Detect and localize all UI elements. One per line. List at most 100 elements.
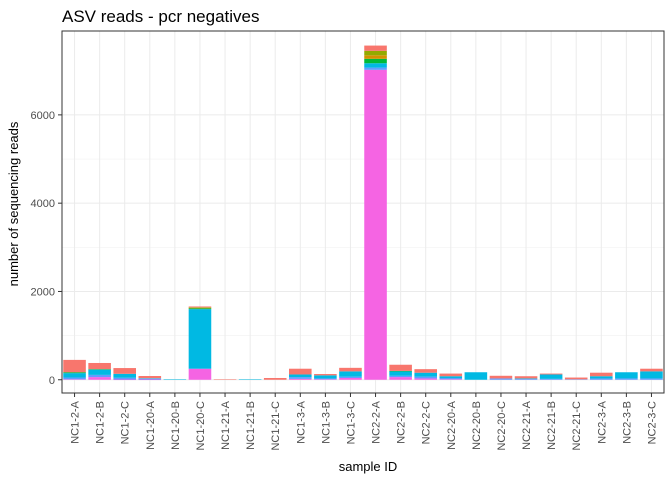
bar-segment-NC1-2-A-1 [63, 377, 86, 380]
chart-title: ASV reads - pcr negatives [62, 7, 259, 26]
bar-segment-NC1-20-B-2 [163, 379, 187, 380]
bar-segment-NC2-2-A-4 [364, 55, 387, 59]
bar-segment-NC2-2-B-3 [389, 370, 412, 372]
bar-segment-NC2-21-A-6 [514, 376, 538, 379]
bar-segment-NC2-2-C-6 [414, 369, 437, 373]
bar-segment-NC2-20-C-1 [489, 378, 513, 380]
bar-segment-NC2-3-A-1 [590, 378, 613, 380]
bar-segment-NC2-2-C-1 [414, 376, 437, 379]
bar-segment-NC2-2-A-3 [364, 58, 387, 64]
bar-segment-NC1-20-C-6 [188, 306, 212, 308]
bar-segment-NC1-3-B-0 [314, 379, 337, 380]
bar-segment-NC1-20-A-2 [138, 378, 162, 379]
bar-segment-NC1-2-C-2 [113, 373, 136, 378]
bar-segment-NC2-3-B-1 [615, 378, 638, 380]
bar-segment-NC1-2-B-3 [88, 369, 111, 370]
y-tick-label: 4000 [31, 198, 55, 210]
bar-segment-NC1-3-C-6 [339, 367, 362, 372]
bar-segment-NC1-21-C-6 [263, 377, 287, 380]
x-tick-label: NC2-3-C [646, 401, 658, 444]
bar-segment-NC2-3-C-1 [640, 378, 663, 380]
x-tick-label: NC1-20-B [170, 401, 182, 450]
bar-segment-NC1-3-B-6 [314, 374, 337, 376]
x-tick-label: NC1-21-C [270, 401, 282, 451]
bar-segment-NC1-3-A-0 [289, 378, 312, 380]
bar-segment-NC1-3-B-1 [314, 378, 337, 380]
y-axis: 0 2000 4000 6000 [31, 110, 62, 387]
bar-segment-NC1-3-A-6 [289, 368, 312, 375]
x-tick-label: NC1-21-B [245, 401, 257, 450]
x-tick-label: NC2-2-A [371, 400, 383, 443]
x-axis-title: sample ID [339, 459, 398, 474]
bar-segment-NC2-2-B-2 [389, 371, 412, 376]
bar-segment-NC2-2-A-0 [364, 69, 387, 380]
y-axis-title: number of sequencing reads [6, 121, 21, 286]
x-tick-label: NC2-21-B [546, 401, 558, 450]
bar-segment-NC1-3-C-2 [339, 371, 362, 377]
bar-segment-NC2-20-A-2 [439, 376, 463, 378]
bar-segment-NC1-2-B-1 [88, 374, 111, 378]
x-tick-label: NC2-21-A [521, 400, 533, 450]
plot-grid [62, 31, 664, 393]
bar-segment-NC1-2-C-6 [113, 368, 136, 374]
bar-segment-NC1-2-A-6 [63, 359, 86, 373]
bar-segment-NC2-2-A-1 [364, 67, 387, 70]
x-tick-label: NC1-3-B [320, 401, 332, 444]
x-tick-label: NC2-3-B [621, 401, 633, 444]
bar-segment-NC1-21-B-2 [238, 379, 262, 380]
y-tick-label: 6000 [31, 110, 55, 122]
bar-segment-NC2-21-B-2 [539, 374, 563, 379]
bar-segment-NC1-2-B-6 [88, 362, 111, 370]
bar-segment-NC2-20-C-6 [489, 375, 513, 379]
bar-segment-NC1-2-C-0 [113, 379, 136, 381]
bar-segment-NC1-20-A-6 [138, 376, 162, 379]
bar-segment-NC2-20-A-6 [439, 373, 463, 377]
y-tick-label: 2000 [31, 286, 55, 298]
bar-segment-NC1-20-C-5 [188, 307, 212, 308]
bar-segment-NC2-2-B-0 [389, 377, 412, 380]
x-tick-label: NC2-20-B [471, 401, 483, 450]
bar-segment-NC1-20-A-1 [138, 378, 162, 380]
bar-segment-NC2-2-A-2 [364, 63, 387, 68]
x-axis: NC1-2-A NC1-2-B NC1-2-C NC1-20-A NC1-20-B NC1… [70, 393, 658, 451]
bar-segment-NC1-3-C-1 [339, 376, 362, 378]
x-tick-label: NC1-20-C [195, 401, 207, 451]
bar-segment-NC2-2-C-2 [414, 372, 437, 377]
bar-segment-NC2-21-A-1 [514, 378, 538, 380]
bar-segment-NC2-2-B-1 [389, 375, 412, 378]
x-tick-label: NC2-20-A [446, 400, 458, 450]
x-tick-label: NC2-20-C [496, 401, 508, 451]
bar-segment-NC2-21-C-6 [564, 377, 588, 380]
bar-segment-NC1-2-A-0 [63, 379, 86, 380]
bar-segment-NC1-20-C-2 [188, 309, 212, 369]
x-tick-label: NC1-3-C [345, 401, 357, 444]
bar-segment-NC2-21-A-2 [514, 378, 538, 379]
bar-segment-NC2-3-B-2 [615, 372, 638, 379]
bar-segment-NC1-3-C-0 [339, 377, 362, 380]
bar-segment-NC2-3-A-2 [590, 376, 613, 379]
bar-segment-NC1-2-B-2 [88, 369, 111, 375]
bar-segment-NC1-3-A-1 [289, 377, 312, 379]
bar-segment-NC2-3-C-2 [640, 371, 663, 379]
plot-panel-border [61, 30, 665, 394]
bar-segment-NC2-20-A-0 [439, 379, 463, 380]
x-tick-label: NC1-21-A [220, 400, 232, 450]
bar-segment-NC2-2-A-5 [364, 50, 387, 56]
bar-segment-NC1-20-C-4 [188, 307, 212, 309]
x-tick-label: NC1-2-A [70, 400, 82, 443]
x-tick-label: NC1-3-A [295, 400, 307, 443]
bar-segment-NC2-2-B-6 [389, 364, 412, 371]
bar-segment-NC1-3-A-2 [289, 374, 312, 378]
x-tick-label: NC2-2-B [396, 401, 408, 444]
bar-segment-NC2-20-A-1 [439, 377, 463, 380]
bar-segment-NC1-3-B-2 [314, 375, 337, 379]
bar-segment-NC1-2-B-0 [88, 377, 111, 380]
bar-segment-NC2-20-B-2 [464, 372, 488, 380]
bar-segment-NC2-21-C-1 [564, 379, 588, 380]
bar-segment-NC1-20-C-3 [188, 308, 212, 310]
bar-segment-NC1-2-A-3 [63, 372, 86, 374]
bar-segment-NC2-3-A-6 [590, 372, 613, 377]
bar-segment-NC2-2-C-0 [414, 378, 437, 380]
bar-segment-NC1-20-A-0 [138, 379, 162, 381]
